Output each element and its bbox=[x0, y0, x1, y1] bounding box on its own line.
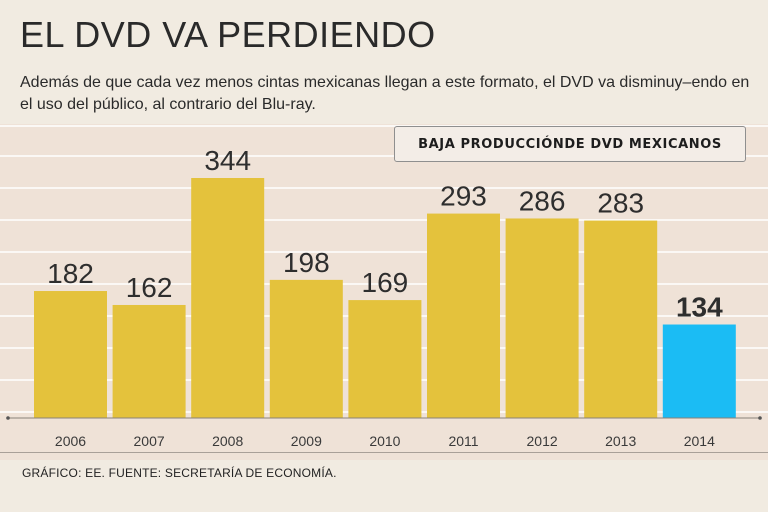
bar-2014 bbox=[662, 324, 736, 418]
bar-2013 bbox=[584, 220, 658, 418]
value-label-2008: 344 bbox=[204, 145, 251, 176]
category-label-2007: 2007 bbox=[134, 433, 165, 449]
value-label-2013: 283 bbox=[597, 188, 644, 219]
value-label-2011: 293 bbox=[440, 181, 487, 212]
page-subtitle: Además de que cada vez menos cintas mexi… bbox=[20, 74, 750, 113]
category-label-2008: 2008 bbox=[212, 433, 243, 449]
category-label-2010: 2010 bbox=[369, 433, 400, 449]
value-label-2012: 286 bbox=[519, 185, 566, 216]
axis-end-dot bbox=[758, 416, 762, 420]
page-title: EL DVD VA PERDIENDO bbox=[20, 14, 436, 55]
bar-2007 bbox=[112, 304, 186, 418]
value-label-2014: 134 bbox=[676, 292, 723, 323]
value-label-2010: 169 bbox=[362, 267, 409, 298]
category-label-2012: 2012 bbox=[527, 433, 558, 449]
axis-end-dot bbox=[6, 416, 10, 420]
chart-title-box: BAJA PRODUCCIÓNDE DVD MEXICANOS bbox=[394, 126, 746, 162]
bar-2011 bbox=[427, 213, 500, 418]
source-credit: GRÁFICO: EE. FUENTE: SECRETARÍA DE ECONO… bbox=[22, 466, 337, 480]
footer-divider bbox=[0, 452, 768, 453]
category-label-2009: 2009 bbox=[291, 433, 322, 449]
value-label-2007: 162 bbox=[126, 272, 173, 303]
bar-2006 bbox=[34, 291, 107, 418]
category-label-2014: 2014 bbox=[684, 433, 715, 449]
bar-2012 bbox=[505, 218, 579, 418]
category-label-2006: 2006 bbox=[55, 433, 86, 449]
bar-2008 bbox=[191, 178, 265, 418]
value-label-2006: 182 bbox=[47, 258, 94, 289]
bar-2010 bbox=[348, 300, 422, 418]
category-label-2013: 2013 bbox=[605, 433, 636, 449]
bar-chart: 182 2006 162 2007 344 2008 198 2009 169 2010 293 20… bbox=[0, 125, 768, 449]
category-label-2011: 2011 bbox=[448, 433, 478, 449]
bar-2009 bbox=[269, 279, 343, 418]
value-label-2009: 198 bbox=[283, 247, 330, 278]
